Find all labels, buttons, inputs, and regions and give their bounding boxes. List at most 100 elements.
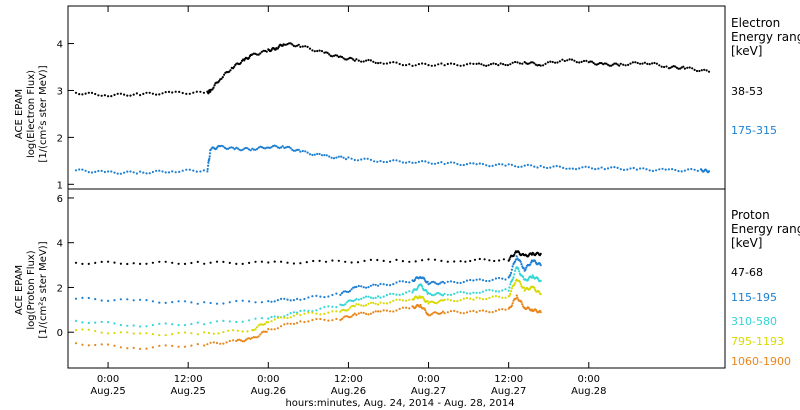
proton-data-point [372, 283, 375, 286]
electron-data-point [642, 167, 645, 170]
proton-data-point [401, 260, 404, 263]
proton-data-point [501, 296, 504, 299]
proton-data-point [183, 300, 187, 303]
proton-data-point [421, 259, 424, 262]
electron-data-point [653, 61, 656, 65]
electron-data-point [446, 62, 449, 66]
proton-data-point [347, 290, 350, 294]
proton-data-point [446, 311, 449, 314]
proton-data-point [432, 301, 435, 304]
proton-data-point [475, 291, 478, 294]
electron-data-point [392, 61, 395, 64]
proton-data-point [514, 282, 517, 285]
proton-data-point [132, 346, 135, 349]
electron-data-point [424, 160, 427, 163]
proton-data-point [244, 338, 247, 341]
electron-data-point [360, 60, 363, 63]
proton-data-point [469, 310, 472, 313]
proton-data-point [151, 333, 154, 336]
proton-data-point [401, 293, 404, 296]
proton-data-point [74, 297, 78, 300]
electron-data-point [78, 93, 81, 96]
proton-data-point [501, 289, 504, 292]
proton-data-point [273, 315, 276, 318]
electron-data-point [514, 60, 517, 64]
proton-data-point [219, 342, 222, 345]
electron-data-point [648, 63, 651, 66]
electron-data-point [514, 165, 517, 168]
proton-ylabel-2: log(Proton Flux) [26, 250, 37, 329]
electron-data-point [330, 156, 333, 159]
proton-data-point [539, 264, 542, 267]
electron-data-point [325, 154, 328, 157]
proton-data-point [488, 259, 491, 262]
proton-data-point [164, 260, 167, 263]
electron-data-point [611, 63, 614, 66]
proton-data-point [372, 301, 375, 304]
proton-data-point [494, 277, 497, 280]
proton-data-point [158, 344, 161, 347]
electron-data-point [405, 64, 408, 67]
proton-data-point [206, 343, 209, 346]
electron-data-point [482, 64, 485, 67]
electron-legend-title-2: Energy range [731, 30, 800, 44]
proton-data-point [398, 298, 401, 301]
proton-data-point [433, 281, 437, 284]
proton-data-point [475, 278, 478, 281]
proton-data-point [472, 309, 475, 312]
proton-data-point [209, 341, 212, 344]
electron-data-point [344, 158, 348, 161]
electron-ytick-label: 1 [57, 180, 63, 191]
proton-legend-entry: 115-195 [731, 291, 777, 304]
proton-data-point [203, 262, 206, 265]
electron-data-point [693, 68, 696, 71]
proton-data-point [395, 258, 398, 261]
proton-data-point [518, 280, 522, 283]
electron-data-point [408, 160, 411, 163]
proton-data-point [100, 260, 103, 263]
proton-data-point [427, 283, 430, 286]
proton-data-point [465, 297, 469, 300]
proton-data-point [441, 294, 445, 297]
electron-data-point [663, 65, 666, 69]
proton-ylabel-3: [1/(cm²s ster MeV)] [38, 241, 49, 338]
electron-data-point [116, 172, 119, 175]
proton-data-point [494, 295, 497, 298]
proton-data-point [315, 294, 318, 297]
proton-data-point [265, 330, 268, 333]
proton-data-point [315, 312, 318, 315]
electron-data-point [328, 155, 331, 158]
proton-legend-entry: 795-1193 [731, 335, 784, 348]
electron-legend-entry: 38-53 [731, 85, 763, 98]
proton-data-point [372, 311, 375, 314]
electron-data-point [578, 167, 581, 170]
electron-data-point [430, 162, 433, 165]
proton-data-point [459, 311, 462, 314]
electron-data-point [462, 64, 465, 67]
proton-data-point [429, 292, 432, 295]
electron-data-point [229, 69, 232, 72]
proton-data-point [241, 262, 244, 265]
electron-data-point [313, 153, 316, 156]
proton-data-point [481, 279, 485, 282]
proton-data-point [367, 286, 370, 289]
electron-data-point [411, 161, 414, 164]
proton-data-point [183, 324, 187, 327]
electron-data-point [119, 92, 122, 95]
proton-data-point [478, 278, 481, 281]
electron-data-point [517, 165, 520, 169]
proton-data-point [315, 317, 318, 321]
proton-data-point [456, 291, 459, 294]
proton-data-point [190, 344, 193, 347]
electron-data-point [546, 166, 549, 170]
proton-data-point [87, 262, 90, 265]
proton-data-point [264, 330, 267, 333]
proton-data-point [203, 301, 206, 304]
electron-data-point [562, 166, 565, 169]
proton-data-point [289, 322, 292, 325]
proton-data-point [74, 261, 78, 264]
electron-data-point [382, 160, 385, 164]
electron-data-point [424, 62, 427, 65]
